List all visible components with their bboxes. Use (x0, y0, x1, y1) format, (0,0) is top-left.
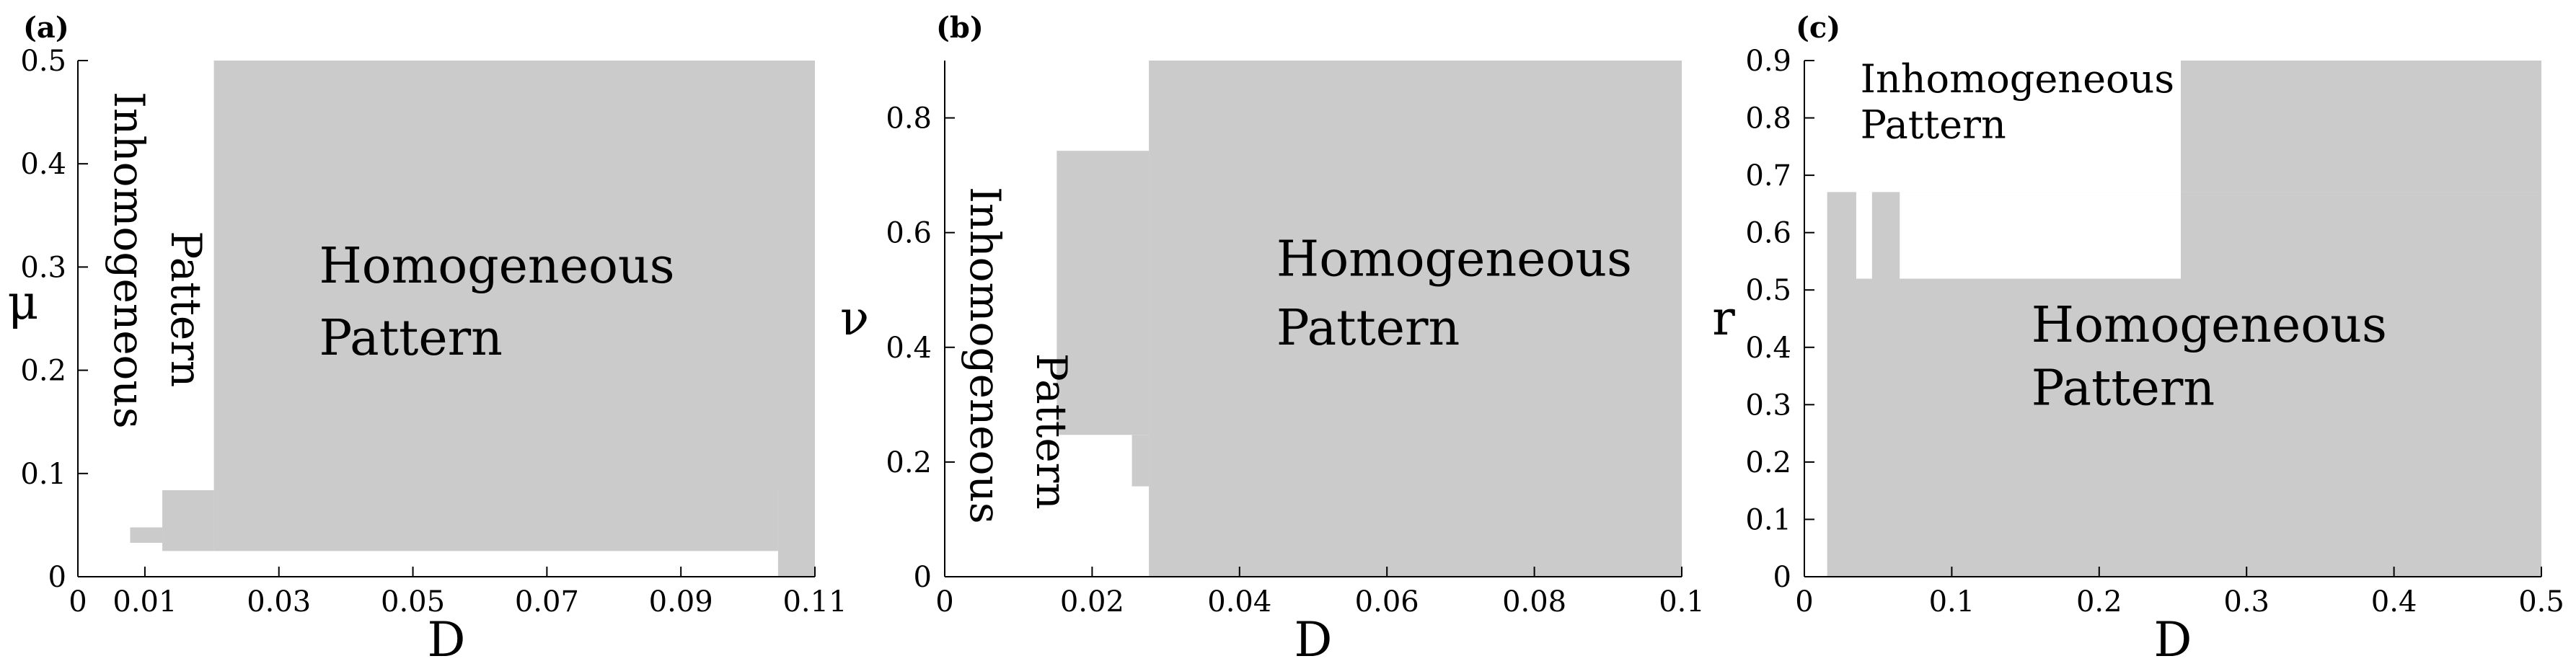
y-tick-label: 0.1 (20, 458, 66, 491)
region-annotation: Pattern (319, 310, 502, 367)
y-axis-label: μ (8, 275, 39, 330)
x-tick-label: 0.05 (381, 585, 445, 619)
x-tick-label: 0.11 (782, 585, 847, 619)
region-annotation: Inhomogeneous (961, 187, 1010, 524)
homogeneous-region-rect (2181, 61, 2541, 192)
y-tick-label: 0.4 (1745, 332, 1791, 365)
panel-label: (b) (936, 11, 984, 45)
homogeneous-region-rect (213, 61, 815, 490)
y-tick-label: 0.5 (1745, 274, 1791, 307)
region-annotation: Inhomogeneous (105, 92, 154, 429)
x-tick-label: 0 (1795, 585, 1813, 619)
x-axis-label: D (1294, 612, 1333, 668)
x-tick-label: 0 (69, 585, 87, 619)
region-annotation: Inhomogeneous (1861, 56, 2174, 102)
x-tick-label: 0.07 (515, 585, 579, 619)
y-tick-label: 0.4 (886, 332, 932, 365)
x-tick-label: 0.3 (2223, 585, 2270, 619)
homogeneous-region-rect (1827, 278, 2541, 577)
y-tick-label: 0 (48, 561, 66, 594)
homogeneous-region-rect (1057, 151, 1150, 435)
region-annotation: Pattern (1276, 300, 1460, 357)
homogeneous-region-rect (130, 527, 163, 544)
x-tick-label: 0.2 (2076, 585, 2122, 619)
homogeneous-region-rect (213, 489, 778, 551)
inhomogeneous-region-rect (1900, 192, 2182, 279)
y-tick-label: 0.7 (1745, 159, 1791, 192)
y-axis-label: ν (840, 291, 869, 346)
y-tick-label: 0.9 (1745, 45, 1791, 78)
y-tick-label: 0.5 (20, 45, 66, 78)
panel-b: 0 0.02 0.04 0.06 0.08 0.1 0 0.2 0.4 0.6 0.8 (b) Dν Ho… (840, 11, 1705, 668)
x-tick-label: 0 (935, 585, 953, 619)
y-tick-label: 0.8 (1745, 102, 1791, 136)
region-annotation: Pattern (1027, 353, 1076, 510)
y-tick-label: 0.6 (1745, 217, 1791, 250)
x-tick-label: 0.01 (113, 585, 177, 619)
y-tick-label: 0.4 (20, 148, 66, 181)
panel-label: (c) (1796, 11, 1840, 45)
y-tick-label: 0.2 (1745, 446, 1791, 479)
region-annotation: Pattern (1861, 102, 2006, 147)
panel-c: 0 0.1 0.2 0.3 0.4 0.5 0 0.1 0.2 0.3 0.4 0.5 0.6 0.7 0.… (1712, 11, 2564, 668)
y-tick-label: 0.3 (1745, 389, 1791, 422)
y-axis-label: r (1712, 291, 1735, 346)
x-tick-label: 0.4 (2371, 585, 2417, 619)
region-annotation: Homogeneous (2032, 297, 2387, 354)
x-tick-label: 0.5 (2518, 585, 2564, 619)
y-tick-label: 0 (914, 561, 932, 594)
x-tick-label: 0.1 (1929, 585, 1975, 619)
y-tick-label: 0.6 (886, 217, 932, 250)
x-tick-label: 0.04 (1207, 585, 1271, 619)
homogeneous-region-rect (1198, 486, 1682, 577)
panel-label: (a) (23, 11, 69, 45)
x-tick-label: 0.1 (1659, 585, 1705, 619)
x-axis-label: D (2154, 612, 2192, 668)
y-tick-label: 0.8 (886, 102, 932, 136)
x-tick-label: 0.09 (649, 585, 713, 619)
region-annotation: Homogeneous (1276, 231, 1632, 288)
y-tick-label: 0.1 (1745, 503, 1791, 536)
region-annotation: Pattern (162, 231, 211, 387)
homogeneous-region-rect (162, 489, 214, 551)
inhomogeneous-region-rect (1856, 192, 1872, 279)
x-tick-label: 0.03 (247, 585, 311, 619)
y-tick-label: 0.2 (886, 446, 932, 479)
region-annotation: Pattern (2032, 360, 2215, 417)
y-tick-label: 0 (1773, 561, 1791, 594)
y-tick-label: 0.3 (20, 251, 66, 284)
x-tick-label: 0.08 (1502, 585, 1566, 619)
x-axis-label: D (428, 612, 466, 668)
x-tick-label: 0.06 (1355, 585, 1419, 619)
region-annotation: Homogeneous (319, 238, 674, 295)
homogeneous-region-rect (1132, 435, 1150, 487)
x-tick-label: 0.02 (1060, 585, 1124, 619)
homogeneous-region-rect (777, 489, 815, 577)
y-tick-label: 0.2 (20, 355, 66, 388)
panel-a: 0 0.01 0.03 0.05 0.07 0.09 0.11 0 0.1 0.2 0.3 0.4 0.… (8, 11, 847, 668)
